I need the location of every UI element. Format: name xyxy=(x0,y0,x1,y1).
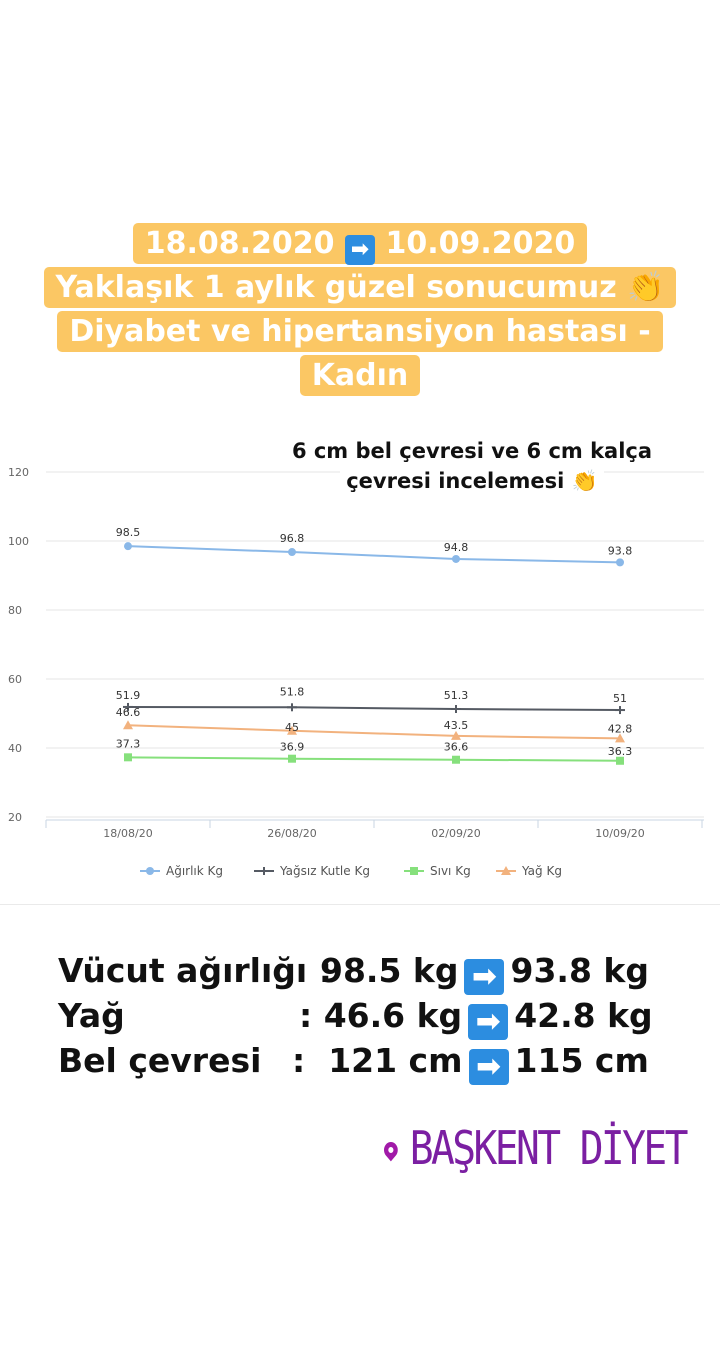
data-label: 45 xyxy=(285,721,299,734)
data-point xyxy=(288,548,296,557)
headline-line-1: 18.08.2020 ➡ 10.09.2020 xyxy=(0,222,720,266)
measurement-caption: 6 cm bel çevresi ve 6 cm kalça çevresi i… xyxy=(262,436,682,496)
diagnosis-text: Diyabet ve hipertansiyon hastası - xyxy=(69,314,651,349)
data-point xyxy=(616,558,624,567)
y-tick-label: 60 xyxy=(8,673,22,686)
chart-panel: 20 40 60 80 100 120 18/08/20 26/08/20 02/09/20 10… xyxy=(0,452,720,905)
summary-to: 93.8 kg xyxy=(510,951,649,990)
x-tick-label: 10/09/20 xyxy=(595,827,644,840)
legend-label: Yağsız Kutle Kg xyxy=(279,864,370,878)
line-chart: 20 40 60 80 100 120 18/08/20 26/08/20 02/09/20 10… xyxy=(8,466,704,878)
legend-label: Ağırlık Kg xyxy=(166,864,223,878)
data-point xyxy=(288,754,296,763)
x-tick-label: 26/08/20 xyxy=(267,827,316,840)
clapping-hands-icon: 👏 xyxy=(571,469,598,493)
series-line xyxy=(127,545,621,564)
summary-row-waist: Bel çevresi : 121 cm ➡ 115 cm xyxy=(58,1038,698,1085)
data-point xyxy=(452,755,460,764)
data-point xyxy=(615,733,625,743)
summary-to: 42.8 kg xyxy=(514,996,653,1035)
y-tick-label: 120 xyxy=(8,466,29,479)
data-label: 36.3 xyxy=(608,745,633,758)
y-tick-label: 40 xyxy=(8,742,22,755)
x-tick-label: 02/09/20 xyxy=(431,827,480,840)
summary-from: 46.6 kg xyxy=(323,996,463,1035)
right-arrow-icon: ➡ xyxy=(468,1049,509,1085)
y-tick-label: 80 xyxy=(8,604,22,617)
summary-colon: : xyxy=(299,996,313,1035)
summary-from: 121 cm xyxy=(328,1041,463,1080)
summary-values: 98.5 kg ➡ 93.8 kg xyxy=(320,948,649,995)
data-point xyxy=(287,725,297,735)
headline-line-3: Diyabet ve hipertansiyon hastası - xyxy=(0,310,720,354)
brand-name: BAŞKENT DİYET xyxy=(409,1121,689,1175)
data-label: 42.8 xyxy=(608,722,633,735)
summary-colon: : xyxy=(292,1041,306,1080)
series-line xyxy=(127,705,621,712)
summary-label: Bel çevresi xyxy=(58,1041,262,1080)
right-arrow-icon: ➡ xyxy=(464,959,505,995)
data-point xyxy=(124,753,132,762)
summary-row-weight: Vücut ağırlığı : 98.5 kg ➡ 93.8 kg xyxy=(58,948,698,995)
summary-label: Yağ xyxy=(58,996,125,1035)
data-label: 51.3 xyxy=(444,689,469,702)
summary-from: 98.5 kg xyxy=(320,951,459,990)
x-tick-label: 18/08/20 xyxy=(103,827,152,840)
right-arrow-icon: ➡ xyxy=(345,235,375,265)
summary-label: Vücut ağırlığı : xyxy=(58,951,332,990)
end-date: 10.09.2020 xyxy=(385,226,576,261)
series-line xyxy=(127,756,621,762)
series-line xyxy=(127,724,621,740)
data-label: 51 xyxy=(613,692,627,705)
data-point xyxy=(501,866,511,875)
data-point xyxy=(410,867,418,875)
data-label: 96.8 xyxy=(280,532,305,545)
caption-line-1: 6 cm bel çevresi ve 6 cm kalça xyxy=(285,439,659,463)
headline-line-4: Kadın xyxy=(0,354,720,398)
clapping-hands-icon: 👏 xyxy=(627,270,665,305)
data-label: 94.8 xyxy=(444,541,469,554)
right-arrow-icon: ➡ xyxy=(468,1004,509,1040)
data-label: 36.9 xyxy=(280,741,305,754)
legend-label: Sıvı Kg xyxy=(430,864,471,878)
data-label: 46.6 xyxy=(116,706,141,719)
data-point xyxy=(146,867,154,875)
summary-values: : 46.6 kg ➡ 42.8 kg xyxy=(299,993,653,1040)
summary-block: Vücut ağırlığı : 98.5 kg ➡ 93.8 kg Yağ : 4… xyxy=(58,948,698,1085)
result-text: Yaklaşık 1 aylık güzel sonucumuz xyxy=(55,270,617,305)
data-label: 51.9 xyxy=(116,689,141,702)
legend-label: Yağ Kg xyxy=(521,864,562,878)
gender-text: Kadın xyxy=(311,358,409,393)
data-point xyxy=(452,554,460,563)
y-tick-label: 20 xyxy=(8,811,22,824)
data-label: 51.8 xyxy=(280,685,305,698)
caption-line-2: çevresi incelemesi xyxy=(346,469,565,493)
data-point xyxy=(451,730,461,740)
data-point xyxy=(616,756,624,765)
location-pin-icon xyxy=(381,1138,401,1162)
headline-line-2: Yaklaşık 1 aylık güzel sonucumuz 👏 xyxy=(0,266,720,310)
data-point xyxy=(124,542,132,551)
data-label: 36.6 xyxy=(444,741,469,754)
start-date: 18.08.2020 xyxy=(144,226,335,261)
headline: 18.08.2020 ➡ 10.09.2020 Yaklaşık 1 aylık… xyxy=(0,222,720,398)
data-label: 93.8 xyxy=(608,544,633,557)
brand-label: BAŞKENT DİYET xyxy=(381,1120,689,1176)
data-point xyxy=(123,720,133,730)
summary-row-fat: Yağ : 46.6 kg ➡ 42.8 kg xyxy=(58,993,698,1040)
y-tick-label: 100 xyxy=(8,535,29,548)
summary-to: 115 cm xyxy=(514,1041,649,1080)
data-label: 43.5 xyxy=(444,719,469,732)
data-label: 37.3 xyxy=(116,737,141,750)
summary-values: : 121 cm ➡ 115 cm xyxy=(292,1038,649,1085)
data-label: 98.5 xyxy=(116,526,141,539)
